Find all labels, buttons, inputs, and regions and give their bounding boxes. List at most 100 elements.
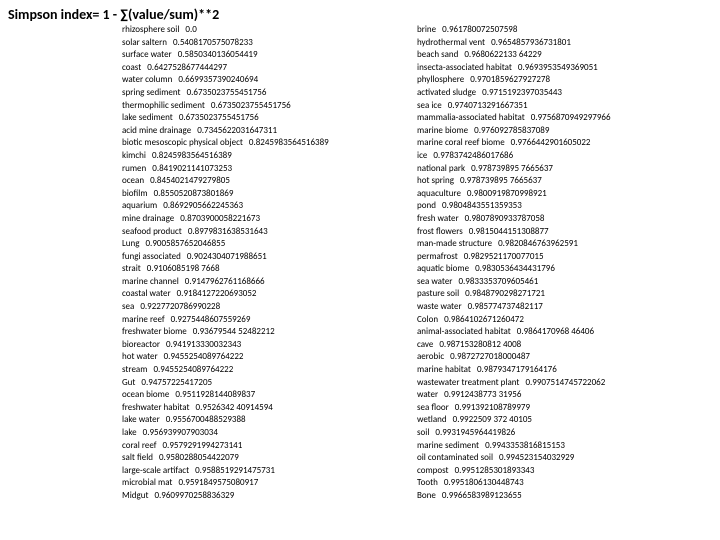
row-label: Gut [122, 377, 135, 388]
row-value: 0.9715192397035443 [482, 87, 562, 98]
row-value: 0.994523154032929 [499, 452, 574, 463]
row-value: 0.9951285301893343 [455, 465, 535, 476]
data-columns: rhizosphere soil0.0solar saltern0.540817… [122, 24, 712, 503]
row-value: 0.961780072507598 [442, 24, 517, 35]
data-row: mine drainage0.8703900058221673 [122, 213, 417, 226]
row-value: 0.985774737482117 [468, 301, 543, 312]
data-row: beach sand0.9680622133 64229 [417, 49, 712, 62]
data-row: mammalia-associated habitat0.97568709492… [417, 112, 712, 125]
row-label: fungi associated [122, 251, 181, 262]
data-row: ocean0.8454021479279805 [122, 175, 417, 188]
row-value: 0.6699357390240694 [178, 74, 258, 85]
row-label: phyllosphere [417, 74, 464, 85]
data-row: compost 0.9951285301893343 [417, 465, 712, 478]
row-value: 0.9024304071988651 [187, 251, 267, 262]
data-row: freshwater habitat 0.9526342 40914594 [122, 402, 417, 415]
data-row: activated sludge0.9715192397035443 [417, 87, 712, 100]
row-value: 0.9848790298271721 [465, 288, 545, 299]
row-label: pasture soil [417, 288, 459, 299]
row-value: 0.9526342 40914594 [196, 402, 273, 413]
data-row: hydrothermal vent0.9654857936731801 [417, 37, 712, 50]
row-value: 0.978739895 7665637 [471, 163, 553, 174]
row-label: marine reef [122, 314, 165, 325]
data-row: biofilm0.8550520873801869 [122, 188, 417, 201]
row-label: salt field [122, 452, 153, 463]
row-label: marine habitat [417, 364, 471, 375]
row-label: sea floor [417, 402, 449, 413]
data-row: national park 0.978739895 7665637 [417, 163, 712, 176]
data-row: frost flowers0.9815044151308877 [417, 226, 712, 239]
row-label: hot water [122, 351, 158, 362]
row-label: ice [417, 150, 427, 161]
row-label: cave [417, 339, 433, 350]
row-value: 0.6735023755451756 [211, 100, 291, 111]
data-row: wetland0.9922509 372 40105 [417, 414, 712, 427]
data-row: hot water 0.9455254089764222 [122, 351, 417, 364]
data-row: sea ice0.9740713291667351 [417, 100, 712, 113]
data-row: marine coral reef biome0.976644290160502… [417, 137, 712, 150]
row-label: mine drainage [122, 213, 174, 224]
row-value: 0.991392108789979 [455, 402, 530, 413]
data-row: oil contaminated soil0.994523154032929 [417, 452, 712, 465]
row-value: 0.8692905662245363 [163, 200, 243, 211]
row-label: compost [417, 465, 449, 476]
data-row: stream0.9455254089764222 [122, 364, 417, 377]
row-label: bioreactor [122, 339, 160, 350]
row-label: aquarium [122, 200, 157, 211]
data-row: sea water0.9833353709605461 [417, 276, 712, 289]
data-row: coral reef0.9579291994273141 [122, 440, 417, 453]
row-value: 0.9701859627927278 [470, 74, 550, 85]
row-label: marine channel [122, 276, 179, 287]
data-row: spring sediment0.6735023755451756 [122, 87, 417, 100]
row-value: 0.976092785837089 [474, 125, 549, 136]
row-label: stream [122, 364, 147, 375]
row-value: 0.9943353816815153 [485, 440, 565, 451]
row-value: 0.987153280812 4008 [439, 339, 521, 350]
data-row: phyllosphere 0.9701859627927278 [417, 74, 712, 87]
data-row: brine0.961780072507598 [417, 24, 712, 37]
data-row: pond0.9804843551359353 [417, 200, 712, 213]
row-value: 0.9556700488529388 [166, 414, 246, 425]
data-row: strait0.9106085198 7668 [122, 263, 417, 276]
row-value: 0.7345622031647311 [197, 125, 277, 136]
data-row: soil 0.9931945964419826 [417, 427, 712, 440]
row-value: 0.9864170968 46406 [517, 326, 594, 337]
row-label: microbial mat [122, 477, 172, 488]
row-value: 0.9580288054422079 [159, 452, 239, 463]
row-value: 0.9005857652046855 [145, 238, 225, 249]
row-value: 0.9879347179164176 [477, 364, 557, 375]
data-row: bioreactor0.941913330032343 [122, 339, 417, 352]
data-row: sea0.9227720786990228 [122, 301, 417, 314]
row-value: 0.9455254089764222 [164, 351, 244, 362]
row-label: seafood product [122, 226, 182, 237]
data-row: coastal water0.9184127220693052 [122, 288, 417, 301]
row-value: 0.9815044151308877 [469, 226, 549, 237]
row-label: sea water [417, 276, 452, 287]
data-row: marine habitat 0.9879347179164176 [417, 364, 712, 377]
row-label: thermophilic sediment [122, 100, 205, 111]
row-value: 0.9931945964419826 [435, 427, 515, 438]
row-label: aquatic biome [417, 263, 469, 274]
row-label: soil [417, 427, 429, 438]
row-label: surface water [122, 49, 172, 60]
data-row: solar saltern0.5408170575078233 [122, 37, 417, 50]
row-label: waste water [417, 301, 462, 312]
row-value: 0.9966583989123655 [442, 490, 522, 501]
row-value: 0.9872727018000487 [450, 351, 530, 362]
row-label: ocean [122, 175, 144, 186]
data-row: animal-associated habitat0.9864170968 46… [417, 326, 712, 339]
data-row: cave 0.987153280812 4008 [417, 339, 712, 352]
data-row: microbial mat0.9591849575080917 [122, 477, 417, 490]
row-label: national park [417, 163, 465, 174]
data-row: pasture soil 0.9848790298271721 [417, 288, 712, 301]
row-value: 0.9579291994273141 [162, 440, 242, 451]
data-row: coast0.6427528677444297 [122, 62, 417, 75]
row-value: 0.8245983564516389 [249, 137, 329, 148]
data-row: Colon0.9864102671260472 [417, 314, 712, 327]
data-row: ocean biome0.9511928144089837 [122, 389, 417, 402]
row-label: Colon [417, 314, 438, 325]
data-row: Bone0.9966583989123655 [417, 490, 712, 503]
row-value: 0.9609970258836329 [154, 490, 234, 501]
row-value: 0.9184127220693052 [177, 288, 257, 299]
row-label: freshwater habitat [122, 402, 190, 413]
